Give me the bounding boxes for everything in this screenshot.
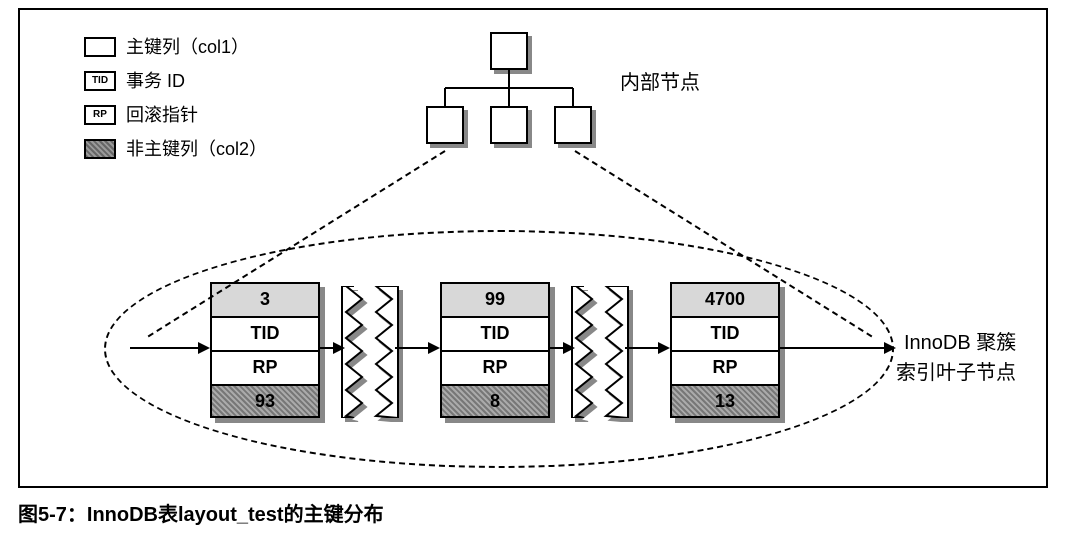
leaf-cell-rp: RP <box>440 350 550 384</box>
leaf-cell-nk: 13 <box>670 384 780 418</box>
tree-child-node <box>554 106 592 144</box>
legend-pk-label: 主键列（col1） <box>126 32 249 62</box>
arrow-head-icon <box>658 342 670 354</box>
arrow-head-icon <box>428 342 440 354</box>
leaf-break-icon <box>570 286 630 416</box>
internal-nodes-label: 内部节点 <box>620 66 700 95</box>
leaf-break-icon <box>340 286 400 416</box>
leaf-caption-line2: 索引叶子节点 <box>896 356 1016 385</box>
leaf-cell-tid: TID <box>440 316 550 350</box>
swatch-pk-icon <box>84 37 116 57</box>
arrow-line <box>780 347 886 349</box>
arrow-head-icon <box>333 342 345 354</box>
leaf-cell-rp: RP <box>670 350 780 384</box>
swatch-tid-icon: TID <box>84 71 116 91</box>
leaf-cell-rp: RP <box>210 350 320 384</box>
arrow-head-icon <box>884 342 896 354</box>
tree-root-node <box>490 32 528 70</box>
legend-nk-label: 非主键列（col2） <box>126 134 267 164</box>
diagram-frame: 主键列（col1） TID 事务 ID RP 回滚指针 非主键列（col2） 内… <box>18 8 1048 488</box>
arrow-head-icon <box>198 342 210 354</box>
leaf-block: 4700TIDRP13 <box>670 282 780 418</box>
legend: 主键列（col1） TID 事务 ID RP 回滚指针 非主键列（col2） <box>84 32 267 168</box>
tree-connector <box>572 88 574 106</box>
tree-connector <box>444 88 446 106</box>
tree-connector <box>508 88 510 106</box>
leaf-cell-tid: TID <box>670 316 780 350</box>
swatch-nk-icon <box>84 139 116 159</box>
figure-caption: 图5-7：InnoDB表layout_test的主键分布 <box>18 498 384 527</box>
leaf-block: 99TIDRP8 <box>440 282 550 418</box>
arrow-line <box>625 347 660 349</box>
legend-row-rp: RP 回滚指针 <box>84 100 267 130</box>
arrow-line <box>395 347 430 349</box>
tree-child-node <box>426 106 464 144</box>
leaf-cell-pk: 99 <box>440 282 550 316</box>
leaf-cell-tid: TID <box>210 316 320 350</box>
legend-row-pk: 主键列（col1） <box>84 32 267 62</box>
arrow-head-icon <box>563 342 575 354</box>
tree-connector <box>508 70 510 88</box>
swatch-rp-icon: RP <box>84 105 116 125</box>
leaf-block: 3TIDRP93 <box>210 282 320 418</box>
tree-child-node <box>490 106 528 144</box>
leaf-cell-nk: 8 <box>440 384 550 418</box>
legend-row-tid: TID 事务 ID <box>84 66 267 96</box>
leaf-caption-line1: InnoDB 聚簇 <box>904 326 1016 355</box>
legend-tid-label: 事务 ID <box>126 66 185 96</box>
legend-row-nk: 非主键列（col2） <box>84 134 267 164</box>
leaf-cell-nk: 93 <box>210 384 320 418</box>
legend-rp-label: 回滚指针 <box>126 100 198 130</box>
arrow-line <box>130 347 200 349</box>
leaf-cell-pk: 4700 <box>670 282 780 316</box>
